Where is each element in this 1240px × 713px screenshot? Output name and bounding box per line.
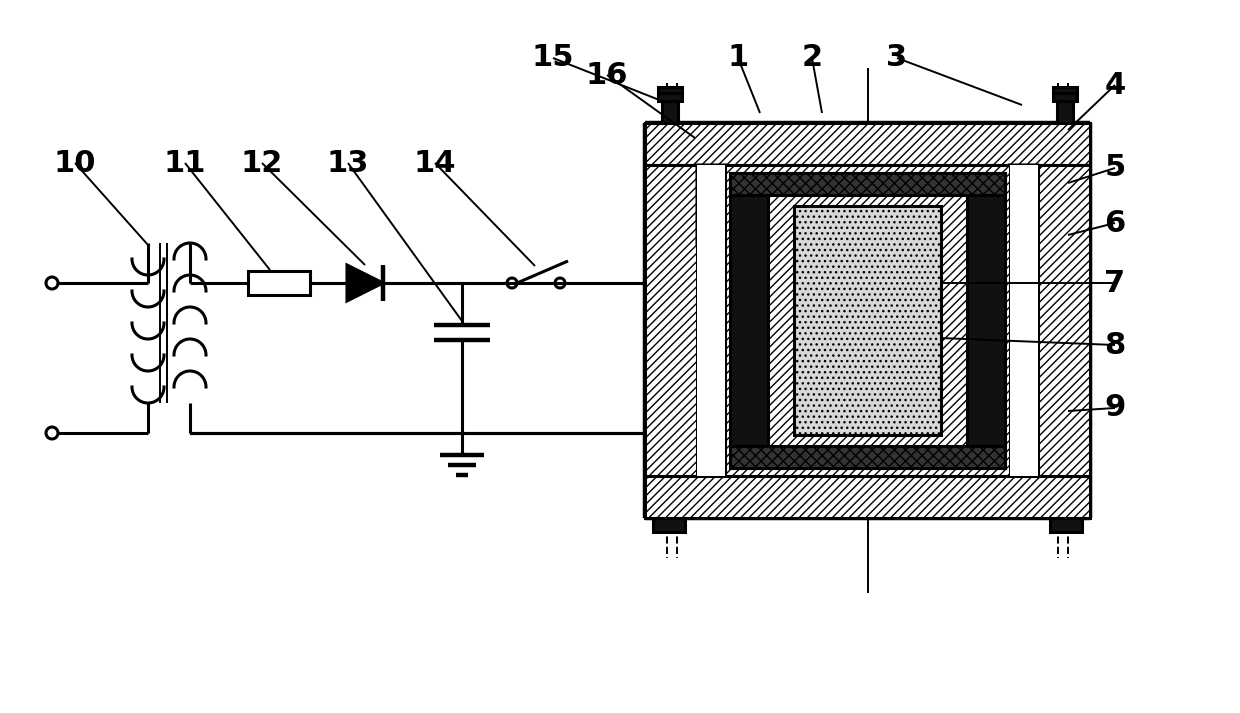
- Bar: [645, 123, 1090, 165]
- Bar: [697, 165, 725, 476]
- Bar: [653, 518, 684, 532]
- Bar: [248, 271, 310, 295]
- Text: 13: 13: [327, 148, 370, 178]
- Bar: [658, 93, 682, 101]
- Text: 14: 14: [414, 148, 456, 178]
- Bar: [1053, 93, 1078, 101]
- Text: 4: 4: [1105, 71, 1126, 100]
- Text: 15: 15: [532, 43, 574, 73]
- Text: 11: 11: [164, 148, 206, 178]
- Bar: [662, 101, 678, 123]
- Text: 9: 9: [1105, 394, 1126, 423]
- Text: 3: 3: [887, 43, 908, 73]
- Bar: [1038, 165, 1090, 476]
- Text: 16: 16: [585, 61, 629, 90]
- Bar: [1053, 87, 1078, 93]
- Bar: [730, 173, 1004, 468]
- Bar: [645, 165, 697, 476]
- Bar: [658, 87, 682, 93]
- Text: 5: 5: [1105, 153, 1126, 183]
- Bar: [794, 206, 941, 435]
- Bar: [730, 446, 1004, 468]
- Bar: [1011, 165, 1038, 476]
- Bar: [1050, 518, 1083, 532]
- Text: 8: 8: [1105, 331, 1126, 359]
- Bar: [1056, 101, 1073, 123]
- Text: 12: 12: [241, 148, 283, 178]
- Polygon shape: [1011, 165, 1038, 245]
- Bar: [725, 165, 1011, 476]
- Bar: [645, 476, 1090, 518]
- Polygon shape: [347, 265, 383, 301]
- Bar: [730, 173, 1004, 195]
- Text: 7: 7: [1105, 269, 1126, 297]
- Text: 2: 2: [801, 43, 822, 73]
- Text: 6: 6: [1105, 208, 1126, 237]
- Text: 10: 10: [53, 148, 97, 178]
- Text: 1: 1: [728, 43, 749, 73]
- Polygon shape: [697, 165, 725, 245]
- Bar: [768, 178, 967, 463]
